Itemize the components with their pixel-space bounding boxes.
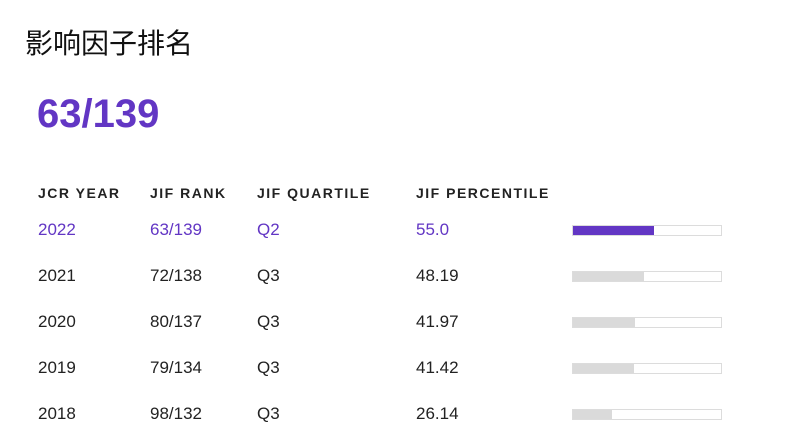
- percentile-track: [572, 225, 722, 236]
- percentile-track: [572, 363, 722, 374]
- percentile-cell: 55.0: [416, 220, 450, 239]
- percentile-bar: [573, 364, 635, 373]
- year-cell: 2021: [38, 266, 76, 285]
- section-title: 影响因子排名: [25, 27, 194, 60]
- quartile-cell: Q3: [257, 266, 280, 285]
- header-quartile: JIF QUARTILE: [257, 185, 371, 201]
- percentile-cell: 41.42: [416, 358, 459, 377]
- percentile-bar: [573, 272, 645, 281]
- percentile-track: [572, 271, 722, 282]
- percentile-cell: 48.19: [416, 266, 459, 285]
- quartile-cell: Q3: [257, 312, 280, 331]
- percentile-bar: [573, 226, 655, 235]
- header-rank: JIF RANK: [150, 185, 227, 201]
- year-cell: 2020: [38, 312, 76, 331]
- percentile-track: [572, 409, 722, 420]
- rank-cell: 79/134: [150, 358, 202, 377]
- rank-cell: 98/132: [150, 404, 202, 423]
- percentile-track: [572, 317, 722, 328]
- percentile-bar: [573, 410, 612, 419]
- percentile-cell: 41.97: [416, 312, 459, 331]
- rank-cell: 72/138: [150, 266, 202, 285]
- percentile-cell: 26.14: [416, 404, 459, 423]
- percentile-bar: [573, 318, 636, 327]
- rank-cell: 63/139: [150, 220, 202, 239]
- quartile-cell: Q3: [257, 404, 280, 423]
- current-rank: 63/139: [37, 92, 160, 136]
- rank-cell: 80/137: [150, 312, 202, 331]
- header-percentile: JIF PERCENTILE: [416, 185, 550, 201]
- year-cell: 2019: [38, 358, 76, 377]
- quartile-cell: Q2: [257, 220, 280, 239]
- header-year: JCR YEAR: [38, 185, 121, 201]
- quartile-cell: Q3: [257, 358, 280, 377]
- year-cell: 2022: [38, 220, 76, 239]
- year-cell: 2018: [38, 404, 76, 423]
